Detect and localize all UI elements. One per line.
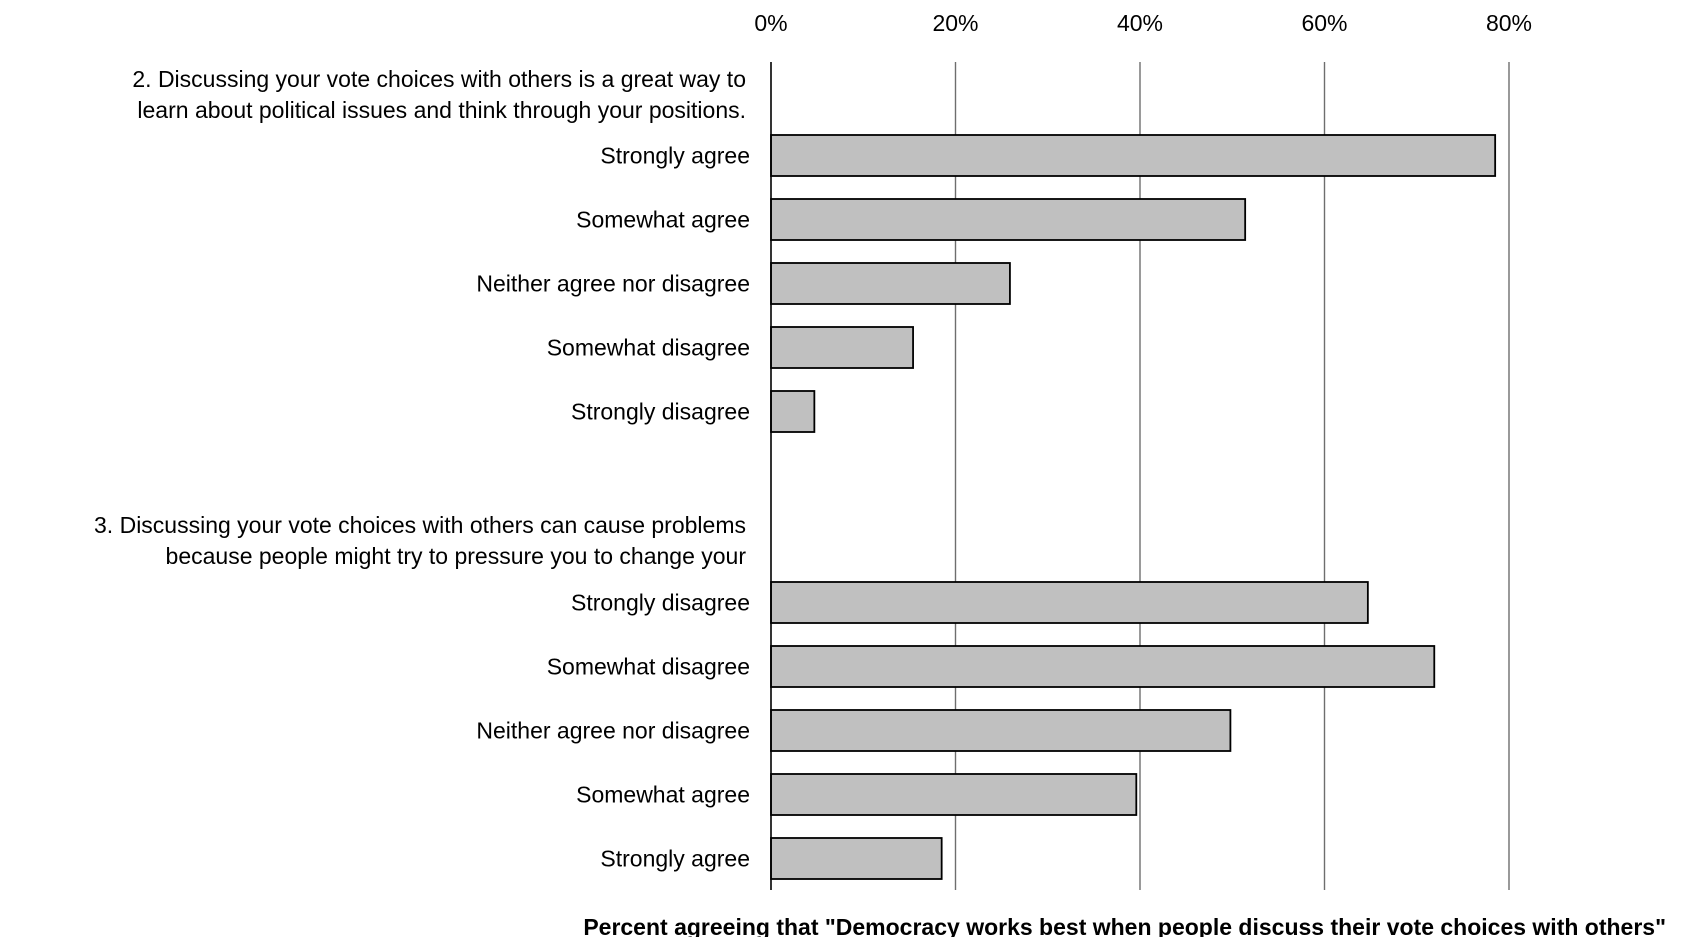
labels: 0% 20% 40% 60% 80% 2. Discussing your vote ch… — [94, 10, 1532, 872]
group-title-line: because people might try to pressure you… — [166, 543, 747, 569]
category-label: Strongly agree — [600, 143, 750, 169]
category-label: Somewhat disagree — [547, 335, 750, 361]
group-title-line: 2. Discussing your vote choices with oth… — [132, 66, 746, 92]
x-axis-title: Percent agreeing that "Democracy works b… — [583, 914, 1666, 937]
bar — [770, 773, 1138, 816]
bar — [770, 198, 1247, 241]
x-tick-label: 20% — [932, 10, 978, 36]
bar — [770, 134, 1497, 177]
category-label: Somewhat agree — [576, 207, 750, 233]
x-tick-label: 40% — [1117, 10, 1163, 36]
bar — [770, 645, 1436, 688]
bar — [770, 837, 943, 880]
bar — [770, 709, 1232, 752]
bar — [770, 326, 914, 369]
x-tick-label: 0% — [754, 10, 787, 36]
category-label: Somewhat disagree — [547, 654, 750, 680]
bar — [770, 262, 1011, 305]
category-label: Somewhat agree — [576, 782, 750, 808]
bar — [770, 581, 1369, 624]
x-tick-label: 80% — [1486, 10, 1532, 36]
bars — [770, 134, 1497, 880]
category-label: Strongly disagree — [571, 590, 750, 616]
group-title-line: 3. Discussing your vote choices with oth… — [94, 512, 746, 538]
category-label: Strongly disagree — [571, 399, 750, 425]
x-tick-label: 60% — [1301, 10, 1347, 36]
category-label: Strongly agree — [600, 846, 750, 872]
category-label: Neither agree nor disagree — [476, 718, 750, 744]
bar — [770, 390, 816, 433]
category-label: Neither agree nor disagree — [476, 271, 750, 297]
group-title-line: learn about political issues and think t… — [137, 97, 746, 123]
gridlines — [954, 62, 1510, 890]
